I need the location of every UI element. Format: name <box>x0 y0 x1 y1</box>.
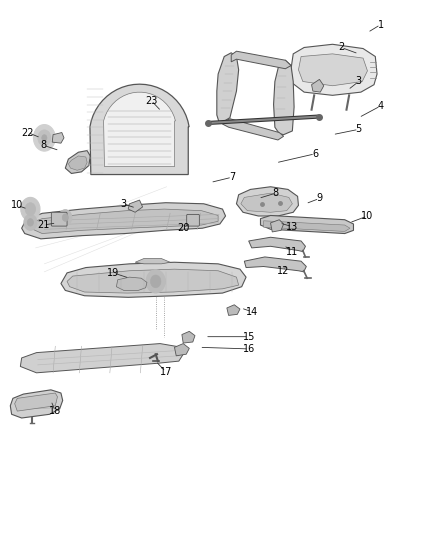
Polygon shape <box>231 51 291 69</box>
Text: 17: 17 <box>159 367 172 377</box>
Polygon shape <box>311 79 324 92</box>
Polygon shape <box>14 393 57 411</box>
Polygon shape <box>244 257 306 272</box>
Text: 8: 8 <box>40 140 46 150</box>
Text: 8: 8 <box>273 188 279 198</box>
Circle shape <box>27 219 33 226</box>
Polygon shape <box>261 215 353 233</box>
Polygon shape <box>21 203 226 239</box>
Polygon shape <box>90 84 189 174</box>
Polygon shape <box>11 390 63 418</box>
Polygon shape <box>20 344 183 373</box>
Text: 2: 2 <box>338 43 344 52</box>
Polygon shape <box>128 200 143 212</box>
Polygon shape <box>291 44 377 95</box>
Polygon shape <box>174 344 189 356</box>
Text: 10: 10 <box>361 211 374 221</box>
Text: 14: 14 <box>246 306 258 317</box>
FancyBboxPatch shape <box>51 212 67 226</box>
Polygon shape <box>271 220 284 232</box>
Text: 7: 7 <box>229 172 235 182</box>
FancyBboxPatch shape <box>187 214 199 226</box>
Polygon shape <box>117 277 147 290</box>
Circle shape <box>146 270 165 293</box>
Text: 1: 1 <box>378 20 384 30</box>
Text: 22: 22 <box>21 127 34 138</box>
Text: 21: 21 <box>37 220 49 230</box>
Text: 5: 5 <box>356 124 362 134</box>
Text: 12: 12 <box>277 266 290 276</box>
Circle shape <box>62 214 68 221</box>
Text: 6: 6 <box>312 149 318 159</box>
Polygon shape <box>249 237 305 252</box>
Polygon shape <box>104 92 176 166</box>
Text: 16: 16 <box>243 344 255 354</box>
Text: 10: 10 <box>11 200 23 211</box>
Polygon shape <box>68 156 87 170</box>
Circle shape <box>33 125 55 151</box>
Text: 15: 15 <box>243 332 255 342</box>
Polygon shape <box>52 133 64 143</box>
Polygon shape <box>264 221 350 231</box>
Text: 23: 23 <box>145 95 158 106</box>
Polygon shape <box>237 187 298 216</box>
Polygon shape <box>217 53 239 123</box>
Polygon shape <box>298 54 367 86</box>
Circle shape <box>150 275 161 288</box>
Polygon shape <box>227 305 240 316</box>
Text: 13: 13 <box>286 222 298 232</box>
Polygon shape <box>61 262 246 297</box>
Polygon shape <box>223 119 284 140</box>
Polygon shape <box>182 332 195 343</box>
Text: 19: 19 <box>107 268 120 278</box>
Polygon shape <box>30 209 218 233</box>
Circle shape <box>21 197 40 221</box>
Circle shape <box>25 203 35 215</box>
Text: 3: 3 <box>356 77 362 86</box>
Circle shape <box>24 214 37 230</box>
Polygon shape <box>274 60 294 135</box>
Circle shape <box>38 130 51 146</box>
Text: 3: 3 <box>120 199 126 209</box>
Text: 18: 18 <box>49 406 61 416</box>
Text: 4: 4 <box>378 101 384 111</box>
Text: 20: 20 <box>177 223 189 233</box>
Polygon shape <box>241 193 292 212</box>
Polygon shape <box>65 151 90 173</box>
Polygon shape <box>135 259 170 264</box>
Circle shape <box>59 209 72 225</box>
Text: 11: 11 <box>286 247 298 256</box>
Text: 9: 9 <box>316 193 322 204</box>
Polygon shape <box>67 269 239 293</box>
Circle shape <box>42 135 47 141</box>
